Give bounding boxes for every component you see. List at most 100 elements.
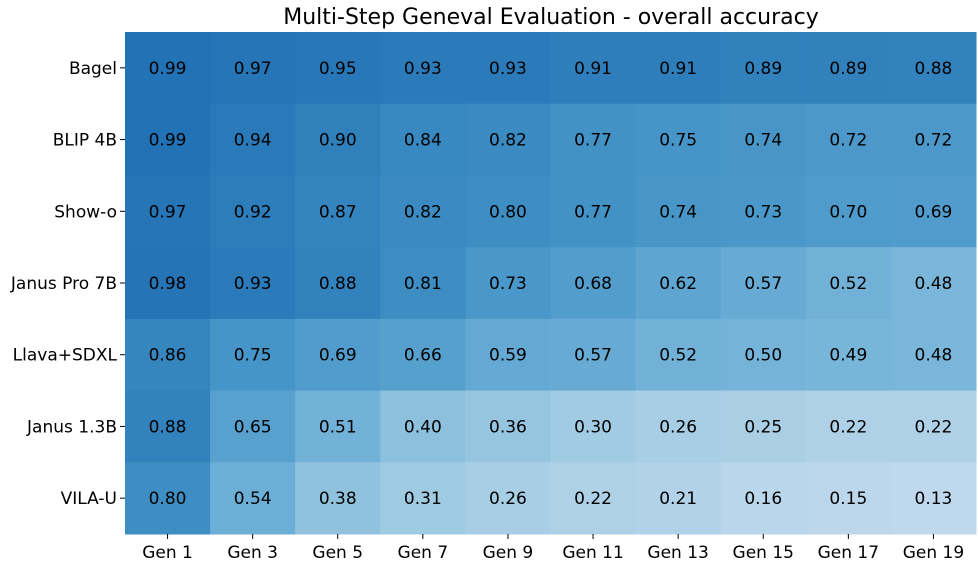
- x-tick-label: Gen 11: [562, 543, 623, 563]
- cell-value-label: 0.73: [489, 274, 527, 294]
- heatmap-cell: [125, 175, 211, 248]
- heatmap-cell: [890, 318, 977, 392]
- cell-value-label: 0.91: [659, 59, 697, 79]
- heatmap-cell: [890, 175, 977, 248]
- heatmap-cell: [465, 32, 551, 105]
- cell-value-label: 0.38: [319, 489, 357, 509]
- cell-value-label: 0.82: [489, 131, 527, 151]
- heatmap-cell: [380, 32, 466, 105]
- x-tick-label: Gen 9: [483, 543, 534, 563]
- x-tick-label: Gen 7: [398, 543, 449, 563]
- heatmap-cell: [550, 175, 637, 248]
- heatmap-cell: [465, 318, 551, 392]
- cell-value-label: 0.98: [149, 274, 187, 294]
- heatmap-cell: [380, 247, 466, 320]
- cell-value-label: 0.26: [659, 417, 697, 437]
- heatmap-cell: [210, 390, 296, 463]
- cell-value-label: 0.86: [149, 346, 187, 366]
- cell-value-label: 0.52: [829, 274, 867, 294]
- cell-value-label: 0.57: [744, 274, 782, 294]
- heatmap-cell: [295, 318, 381, 392]
- heatmap-cell: [295, 175, 381, 248]
- heatmap-cell: [720, 32, 807, 105]
- heatmap-cell: [210, 318, 296, 392]
- cell-value-label: 0.26: [489, 489, 527, 509]
- cell-value-label: 0.22: [829, 417, 867, 437]
- cell-value-label: 0.88: [319, 274, 357, 294]
- x-tick-label: Gen 1: [142, 543, 193, 563]
- cell-value-label: 0.21: [659, 489, 697, 509]
- cell-value-label: 0.13: [915, 489, 953, 509]
- heatmap-cell: [720, 462, 807, 535]
- chart-title: Multi-Step Geneval Evaluation - overall …: [283, 5, 819, 30]
- heatmap-cell: [465, 175, 551, 248]
- cell-value-label: 0.93: [404, 59, 442, 79]
- cell-value-label: 0.22: [915, 417, 953, 437]
- cell-value-label: 0.72: [915, 131, 953, 151]
- cell-value-label: 0.50: [744, 346, 782, 366]
- heatmap-cell: [550, 103, 637, 176]
- cell-value-label: 0.75: [234, 346, 272, 366]
- heatmap-cell: [380, 175, 466, 248]
- cell-value-label: 0.84: [404, 131, 442, 151]
- heatmap-cell: [465, 247, 551, 320]
- heatmap-cells: 0.99 0.97 0.95 0.93 0.93 0.91 0.91 0.89 0.89 0.88…: [125, 32, 977, 535]
- heatmap-cell: [210, 103, 296, 176]
- cell-value-label: 0.77: [574, 131, 612, 151]
- heatmap-cell: [720, 103, 807, 176]
- heatmap-cell: [465, 390, 551, 463]
- cell-value-label: 0.30: [574, 417, 612, 437]
- cell-value-label: 0.92: [234, 202, 272, 222]
- heatmap-cell: [890, 247, 977, 320]
- cell-value-label: 0.36: [489, 417, 527, 437]
- y-axis-labels: Bagel BLIP 4B Show-o Janus Pro 7B Llava+SDXL…: [10, 59, 125, 509]
- heatmap-cell: [805, 318, 892, 392]
- cell-value-label: 0.75: [659, 131, 697, 151]
- x-tick-label: Gen 13: [647, 543, 708, 563]
- cell-value-label: 0.81: [404, 274, 442, 294]
- cell-value-label: 0.62: [659, 274, 697, 294]
- cell-value-label: 0.80: [149, 489, 187, 509]
- heatmap-cell: [550, 318, 637, 392]
- heatmap-cell: [805, 247, 892, 320]
- heatmap-cell: [380, 390, 466, 463]
- y-tick-label: Show-o: [54, 202, 117, 222]
- y-tick-label: BLIP 4B: [53, 131, 117, 151]
- cell-value-label: 0.51: [319, 417, 357, 437]
- heatmap-cell: [890, 462, 977, 535]
- heatmap-cell: [125, 462, 211, 535]
- cell-value-label: 0.72: [829, 131, 867, 151]
- x-axis-labels: Gen 1 Gen 3 Gen 5 Gen 7 Gen 9 Gen 11 Gen 13 Gen…: [142, 534, 964, 563]
- heatmap-cell: [295, 103, 381, 176]
- cell-value-label: 0.91: [574, 59, 612, 79]
- cell-value-label: 0.65: [234, 417, 272, 437]
- cell-value-label: 0.99: [149, 131, 187, 151]
- heatmap-cell: [635, 462, 722, 535]
- cell-value-label: 0.15: [829, 489, 867, 509]
- heatmap-cell: [720, 318, 807, 392]
- heatmap-cell: [890, 32, 977, 105]
- heatmap-cell: [295, 462, 381, 535]
- cell-value-label: 0.69: [915, 202, 953, 222]
- heatmap-cell: [125, 32, 211, 105]
- cell-value-label: 0.70: [829, 202, 867, 222]
- heatmap-cell: [805, 390, 892, 463]
- heatmap-cell: [550, 462, 637, 535]
- heatmap-cell: [125, 103, 211, 176]
- cell-value-label: 0.52: [659, 346, 697, 366]
- heatmap-cell: [125, 318, 211, 392]
- cell-value-label: 0.68: [574, 274, 612, 294]
- heatmap-cell: [805, 462, 892, 535]
- cell-value-label: 0.82: [404, 202, 442, 222]
- heatmap-cell: [635, 318, 722, 392]
- cell-value-label: 0.57: [574, 346, 612, 366]
- cell-value-label: 0.93: [234, 274, 272, 294]
- cell-value-label: 0.73: [744, 202, 782, 222]
- cell-value-label: 0.40: [404, 417, 442, 437]
- heatmap-cell: [125, 390, 211, 463]
- heatmap-cell: [295, 32, 381, 105]
- y-tick-label: VILA-U: [61, 489, 117, 509]
- cell-value-label: 0.90: [319, 131, 357, 151]
- cell-value-label: 0.87: [319, 202, 357, 222]
- heatmap-cell: [890, 103, 977, 176]
